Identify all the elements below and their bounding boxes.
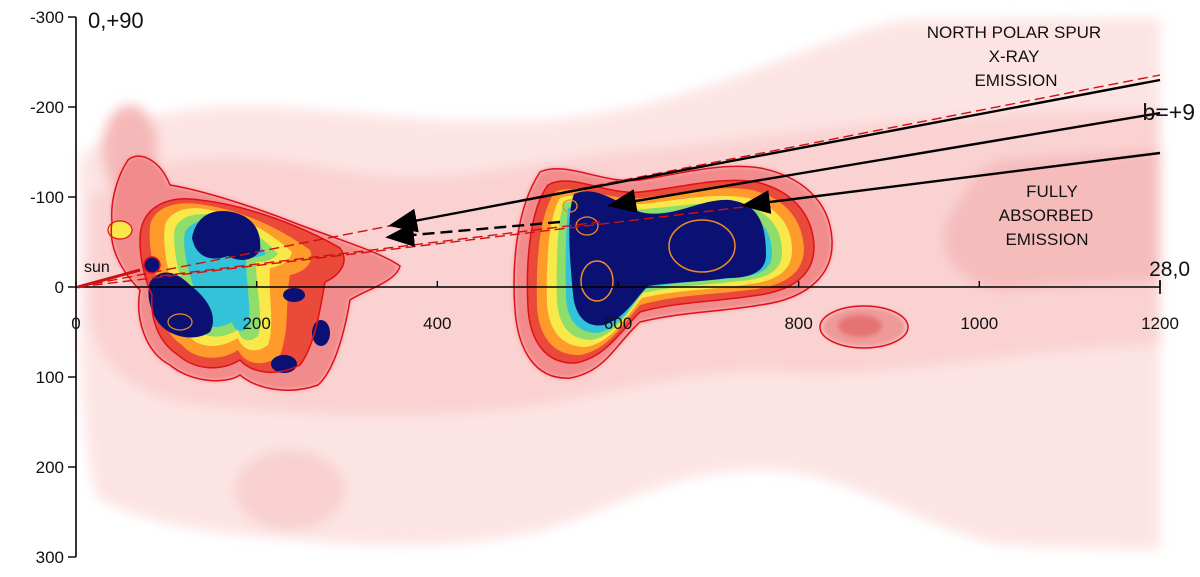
arrows — [385, 78, 1161, 247]
y-tick-label: 0 — [55, 278, 64, 297]
nps-label-line3: EMISSION — [974, 71, 1057, 90]
y-ticks: -300 -200 -100 0 100 200 300 — [30, 8, 76, 567]
x-tick-label: 600 — [604, 314, 632, 333]
absorbed-label-line2: ABSORBED — [999, 206, 1093, 225]
y-tick-label: 100 — [36, 368, 64, 387]
left-cloud-orange-contour — [167, 313, 193, 331]
absorbed-label-line3: EMISSION — [1005, 230, 1088, 249]
y-tick-label: -100 — [30, 188, 64, 207]
x-tick-label: 400 — [423, 314, 451, 333]
y-tick-label: -200 — [30, 98, 64, 117]
dashed-line-a — [77, 74, 1161, 288]
dashed-line-c — [159, 221, 601, 277]
x-tick-label: 800 — [784, 314, 812, 333]
nps-label-line1: NORTH POLAR SPUR — [927, 23, 1101, 42]
nps-label-line2: X-RAY — [989, 47, 1040, 66]
central-contour-small-a — [562, 199, 578, 213]
small-yellow-blob — [107, 220, 133, 240]
left-cloud-navy-c — [283, 288, 305, 302]
central-cloud-navy — [569, 191, 766, 326]
central-cloud-contour-inner — [526, 179, 815, 364]
x-tick-label: 1200 — [1141, 314, 1179, 333]
y-tick-label: 200 — [36, 458, 64, 477]
sun-marker — [143, 256, 161, 274]
left-cloud-navy-a — [192, 211, 261, 260]
sun-label: sun — [84, 259, 110, 276]
diffuse-lower-patch — [235, 450, 345, 530]
x-tick-label: 1000 — [960, 314, 998, 333]
central-contour-small-b — [575, 216, 599, 236]
b-label: b=+9 — [1143, 99, 1195, 125]
left-cloud-complex — [107, 155, 401, 391]
left-cloud-contour-inner — [139, 198, 345, 373]
arrow-b9 — [607, 111, 1161, 213]
y-tick-label: -300 — [30, 8, 64, 27]
left-cloud-navy-b — [148, 272, 214, 338]
arrow-b9-dash — [385, 220, 561, 247]
dashed-lines — [77, 74, 1161, 288]
central-contour-left — [580, 260, 614, 302]
right-lobe-contour — [819, 305, 909, 349]
arrow-nps — [388, 78, 1161, 233]
left-cloud-contour-outer — [110, 155, 401, 391]
absorbed-label-line1: FULLY — [1026, 182, 1078, 201]
dashed-line-b — [77, 204, 761, 288]
y-tick-label: 300 — [36, 548, 64, 567]
x-tick-label: 0 — [71, 314, 80, 333]
arrow-absorbed — [741, 151, 1161, 214]
corner-label-right-axis: 28,0 — [1149, 258, 1190, 281]
right-lobe-core — [838, 315, 882, 337]
x-tick-label: 200 — [242, 314, 270, 333]
central-cloud-contour-outer — [513, 165, 833, 379]
right-lobe — [819, 305, 909, 349]
x-ticks: 0 200 400 600 800 1000 1200 — [71, 281, 1179, 333]
sun-ray — [77, 268, 141, 289]
central-cloud-complex — [513, 165, 833, 379]
central-contour-big — [668, 219, 736, 273]
corner-label-top-left: 0,+90 — [88, 8, 144, 33]
diffuse-band-inner — [943, 150, 1160, 290]
